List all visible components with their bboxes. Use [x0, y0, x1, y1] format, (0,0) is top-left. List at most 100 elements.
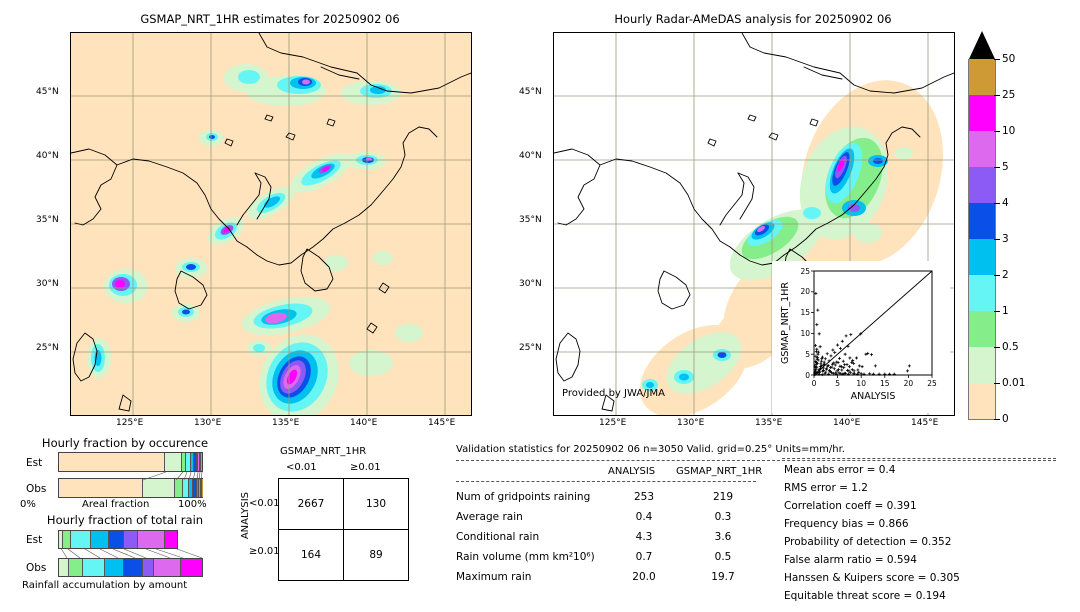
svg-text:20: 20 [904, 379, 914, 388]
scatter-point [821, 366, 825, 370]
amount-connectors [61, 548, 203, 559]
bar-segment-4 [109, 531, 125, 548]
scatter-point [816, 352, 820, 356]
left-map-coastlines [71, 33, 471, 412]
right-xtick-140e: 140°E [833, 418, 861, 428]
left-xtick-130e: 130°E [194, 418, 222, 428]
occurrence-bar-est[interactable] [58, 452, 203, 472]
bar-segment-1 [63, 531, 71, 548]
contingency-col-header-0: <0.01 [286, 462, 317, 473]
amount-bar-est[interactable] [58, 530, 178, 549]
scatter-point [857, 371, 861, 375]
validation-row: Num of gridpoints raining 253 219 [456, 487, 776, 507]
scatter-point [839, 372, 843, 376]
bar-segment-6 [154, 559, 181, 576]
cell-hit-miss-00: 2667 [278, 478, 344, 530]
bar-segment-0 [59, 559, 69, 576]
bar-segment-5 [142, 559, 155, 576]
scatter-point [834, 372, 838, 376]
scatter-point [839, 365, 843, 369]
scatter-point [848, 371, 852, 375]
validation-score-4: Probability of detection = 0.352 [784, 536, 952, 548]
scatter-point [847, 365, 851, 369]
colorbar-over-arrow [969, 31, 995, 59]
scatter-point [851, 372, 855, 376]
bar-segment-4 [190, 453, 195, 471]
colorbar-band-4 [968, 203, 996, 239]
scatter-point [833, 363, 837, 367]
bar-segment-3 [104, 559, 125, 576]
radar-amedas-map[interactable]: 0 5 10 15 20 25 0 5 10 15 20 25 [553, 32, 955, 416]
bar-segment-5 [124, 531, 139, 548]
right-xtick-145e: 145°E [911, 418, 939, 428]
scatter-point [817, 332, 821, 336]
colorbar-tick-2 [994, 275, 1000, 276]
validation-row-label: Maximum rain [456, 571, 532, 583]
left-ytick-25n: 25°N [36, 343, 59, 353]
scatter-point [818, 345, 822, 349]
occurrence-row-label-obs: Obs [26, 483, 47, 495]
colorbar-label-50: 50 [1002, 53, 1016, 65]
occurrence-xlabel: Areal fraction [82, 499, 150, 510]
scatter-point [905, 369, 909, 373]
occurrence-xmax-label: 100% [178, 499, 207, 510]
scatter-point [837, 356, 841, 360]
colorbar-label-0.5: 0.5 [1002, 341, 1019, 353]
colorbar-tick-4 [994, 203, 1000, 204]
validation-row-analysis: 253 [633, 491, 655, 503]
colorbar-band-9 [968, 383, 996, 419]
right-xtick-135e: 135°E [755, 418, 783, 428]
left-xtick-140e: 140°E [350, 418, 378, 428]
colorbar-label-1: 1 [1002, 305, 1009, 317]
contingency-table[interactable]: 2667 130 164 89 [278, 478, 409, 581]
scatter-point [851, 358, 855, 362]
scatter-point [813, 369, 817, 373]
svg-text:0: 0 [805, 371, 810, 380]
bar-segment-0 [59, 531, 63, 548]
colorbar-band-5 [968, 239, 996, 275]
scatter-point [815, 347, 819, 351]
amount-chart-title: Hourly fraction of total rain [46, 513, 204, 527]
scatter-point [814, 363, 818, 367]
scores-divider [782, 458, 1056, 459]
analysis-vs-gsmap-scatter[interactable]: 0 5 10 15 20 25 0 5 10 15 20 25 [772, 261, 950, 413]
scatter-point [827, 372, 831, 376]
occurrence-row-label-est: Est [26, 457, 43, 469]
left-map-graticule [71, 33, 471, 415]
bar-segment-1 [165, 453, 182, 471]
scatter-point [849, 333, 853, 337]
right-ytick-35n: 35°N [519, 215, 542, 225]
scatter-point [814, 354, 818, 358]
scatter-point [813, 343, 817, 347]
scatter-point [907, 364, 911, 368]
scatter-svg: 0 5 10 15 20 25 0 5 10 15 20 25 [780, 267, 937, 402]
scatter-point [866, 351, 870, 355]
scatter-point [840, 368, 844, 372]
scatter-point [852, 369, 856, 373]
validation-row-label: Average rain [456, 511, 523, 523]
occurrence-bar-obs[interactable] [58, 478, 203, 498]
bar-segment-4 [188, 479, 194, 497]
table-row: 2667 130 [278, 478, 409, 530]
scatter-point [829, 354, 833, 358]
bar-segment-4 [124, 559, 143, 576]
validation-row-gsmap: 3.6 [714, 531, 732, 543]
scatter-point [860, 365, 864, 369]
cell-hit-miss-10: 164 [278, 529, 344, 581]
contingency-row-header-1: ≥0.01 [249, 546, 280, 557]
gsmap-nrt-1hr-map[interactable] [70, 32, 472, 416]
table-row: 164 89 [278, 529, 409, 581]
scatter-point [835, 369, 839, 373]
scatter-point [815, 323, 819, 327]
scatter-point [846, 368, 850, 372]
colorbar-band-8 [968, 347, 996, 383]
amount-bar-obs[interactable] [58, 558, 203, 577]
scatter-point [859, 372, 863, 376]
colorbar-label-4: 4 [1002, 197, 1009, 209]
scatter-point [841, 372, 845, 376]
contingency-title: GSMAP_NRT_1HR [280, 446, 367, 457]
scatter-point [829, 371, 833, 375]
scatter-point [846, 372, 850, 376]
scatter-point [815, 361, 819, 365]
scatter-point [819, 359, 823, 363]
